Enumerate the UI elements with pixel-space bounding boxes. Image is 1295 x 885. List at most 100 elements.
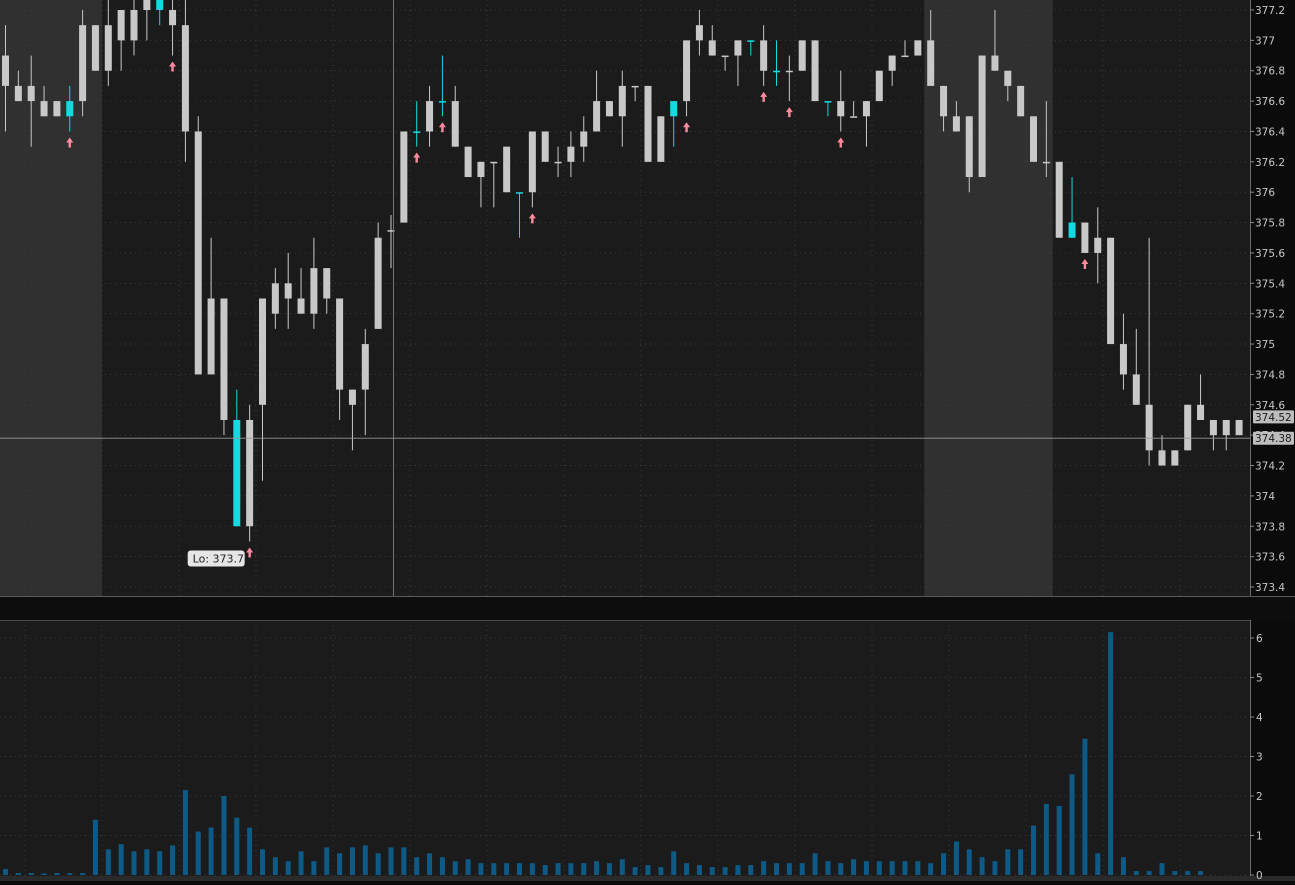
candle-body (516, 192, 523, 194)
candle-body (862, 101, 870, 117)
volume-bar (1108, 632, 1114, 875)
candle-body (580, 131, 588, 147)
volume-bar (452, 861, 458, 875)
volume-bar (170, 845, 176, 875)
volume-bar (67, 873, 73, 875)
volume-bar (3, 869, 8, 875)
candle-body (875, 70, 883, 102)
price-label-text: 374.52 (1255, 412, 1292, 424)
volume-bar (80, 873, 86, 875)
candle-body (323, 268, 331, 299)
volume-panel-fill (0, 620, 1250, 876)
candle-body (426, 101, 434, 132)
candle-body (978, 55, 986, 178)
volume-tick-label: 1 (1256, 831, 1263, 843)
candle-body (79, 25, 87, 102)
candle-body (156, 0, 164, 10)
volume-bar (349, 847, 355, 875)
candle-body (464, 146, 472, 178)
volume-bar (1133, 871, 1139, 875)
volume-bar (696, 865, 702, 875)
up-arrow-signal (528, 213, 536, 224)
volume-bar (645, 865, 651, 875)
price-axis-background (1250, 0, 1295, 596)
up-arrow-signal (66, 137, 74, 148)
candle-body (901, 55, 909, 58)
volume-panel-bottom-strip (0, 876, 1295, 881)
volume-bar (606, 863, 612, 875)
candle-body (528, 131, 536, 193)
candle-body (1004, 70, 1012, 86)
price-tick-label: 375.4 (1255, 278, 1285, 290)
volume-bar (465, 859, 471, 875)
volume-bar (748, 865, 754, 875)
candle-body (220, 298, 228, 420)
volume-bar (298, 851, 304, 875)
volume-bar (1198, 871, 1204, 875)
candle-body (400, 131, 408, 223)
volume-bar (953, 841, 959, 875)
low-annotation-text: Lo: 373.7 (193, 552, 244, 565)
candle-body (1017, 85, 1025, 117)
volume-bar (311, 861, 317, 875)
price-tick-label: 376.4 (1255, 126, 1285, 138)
volume-bar (272, 857, 278, 875)
volume-bar (1095, 853, 1101, 875)
candle-body (850, 116, 858, 118)
volume-bar (863, 861, 869, 875)
candle-body (1094, 237, 1102, 253)
candle-body (361, 344, 369, 390)
price-label-text: 374.38 (1255, 433, 1292, 445)
candle-body (1209, 419, 1217, 436)
volume-bar (478, 863, 484, 875)
volume-bar (41, 873, 47, 875)
price-tick-label: 374.6 (1255, 400, 1285, 412)
candle-body (2, 55, 9, 86)
candle-body (117, 10, 125, 41)
volume-bar (594, 861, 600, 875)
volume-bar (247, 827, 253, 875)
up-arrow-signal (169, 61, 177, 72)
volume-bar (1146, 871, 1152, 875)
volume-bar (324, 847, 330, 875)
candle-body (169, 10, 177, 26)
candle-body (1030, 116, 1037, 162)
candle-body (721, 55, 729, 58)
price-tick-label: 374.8 (1255, 369, 1285, 381)
candle-body (1119, 344, 1127, 375)
volume-axis: 6 5 4 3 2 1 0 (1250, 620, 1295, 882)
up-arrow-signal (683, 122, 691, 133)
volume-bar (581, 863, 587, 875)
volume-bar (285, 861, 291, 875)
candle-body (695, 25, 703, 41)
volume-bar (889, 861, 895, 875)
candle-body (927, 40, 935, 86)
volume-bar (851, 859, 857, 875)
candle-body (490, 161, 498, 164)
candle-body (284, 283, 292, 299)
candle-body (387, 230, 395, 232)
candle-body (618, 85, 626, 117)
candle-body (374, 237, 382, 329)
volume-bar (92, 819, 98, 875)
volume-bar (118, 844, 124, 875)
candle-body (914, 40, 922, 56)
volume-bar (208, 827, 214, 875)
candle-body (1068, 222, 1076, 238)
volume-bar (401, 847, 407, 875)
candle-body (130, 10, 138, 41)
candles (2, 0, 1243, 542)
price-axis: 377.2 377 376.8 376.6 376.4 376.2 376 375.8 375.… (0, 0, 1295, 597)
volume-bar (761, 861, 767, 875)
candle-body (40, 101, 48, 117)
price-tick-label: 375.2 (1255, 309, 1285, 321)
volume-bar (902, 861, 908, 875)
price-tick-label: 377 (1255, 35, 1275, 47)
candle-body (824, 101, 832, 103)
candle-body (837, 101, 845, 117)
volume-bar (1159, 863, 1165, 875)
candle-body (670, 101, 678, 117)
volume-bar (234, 817, 240, 875)
